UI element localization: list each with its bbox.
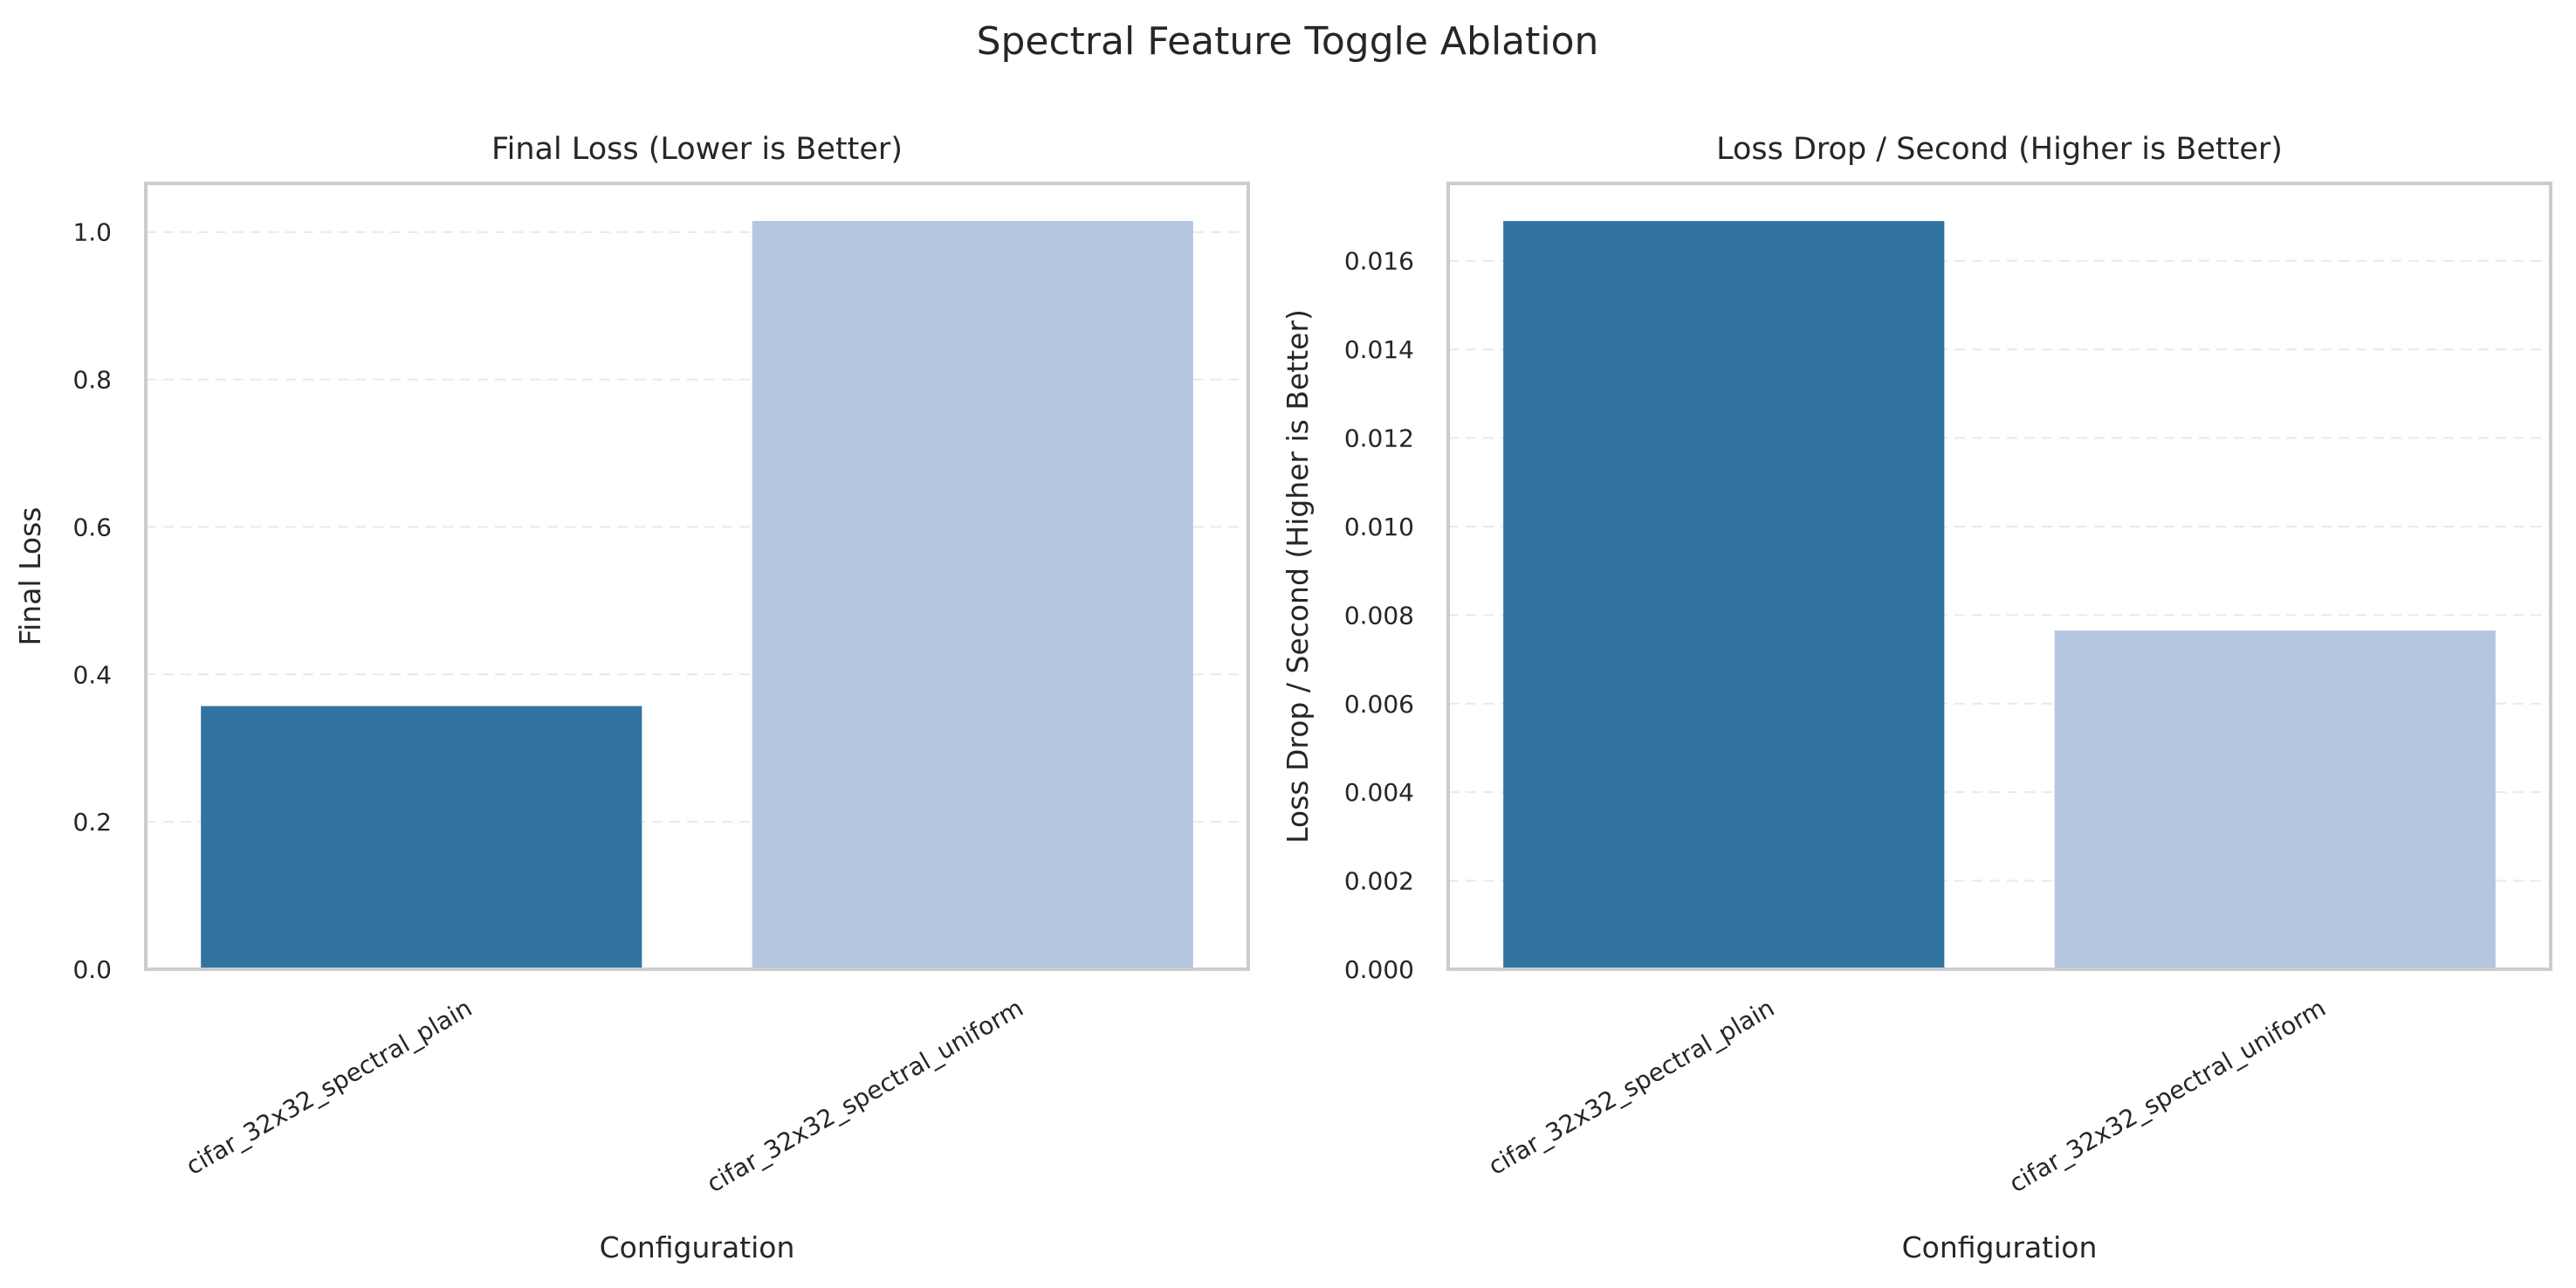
x-tick-label: cifar_32x32_spectral_uniform	[702, 993, 1028, 1198]
y-tick-label: 0.014	[1344, 335, 1414, 364]
bar-cifar_32x32_spectral_uniform	[752, 221, 1193, 969]
x-axis-label: Configuration	[600, 1230, 795, 1264]
y-tick-label: 0.008	[1344, 601, 1414, 630]
figure-suptitle: Spectral Feature Toggle Ablation	[977, 19, 1599, 64]
x-tick-label: cifar_32x32_spectral_plain	[181, 993, 477, 1181]
y-tick-label: 0.012	[1344, 424, 1414, 453]
y-tick-label: 0.000	[1344, 955, 1414, 984]
y-tick-label: 1.0	[72, 218, 112, 247]
y-tick-label: 0.4	[72, 660, 112, 689]
y-tick-label: 0.8	[72, 366, 112, 395]
y-tick-label: 0.006	[1344, 690, 1414, 719]
panel-title: Loss Drop / Second (Higher is Better)	[1716, 132, 2283, 167]
y-tick-label: 0.6	[72, 513, 112, 541]
y-tick-label: 0.0	[72, 955, 112, 984]
y-tick-label: 0.002	[1344, 867, 1414, 896]
plot-frame	[1446, 182, 2552, 971]
y-axis-label: Loss Drop / Second (Higher is Better)	[1281, 309, 1315, 844]
plot-frame	[144, 182, 1250, 971]
x-axis-label: Configuration	[1902, 1230, 2098, 1264]
panel-final-loss: cifar_32x32_spectral_plain cifar_32x32_sp…	[13, 132, 1250, 1264]
bar-cifar_32x32_spectral_plain	[201, 706, 642, 969]
y-tick-label: 0.004	[1344, 778, 1414, 807]
y-tick-label: 0.016	[1344, 247, 1414, 276]
x-tick-label: cifar_32x32_spectral_uniform	[2004, 993, 2331, 1198]
bar-cifar_32x32_spectral_uniform	[2054, 630, 2496, 969]
y-tick-label: 0.2	[72, 808, 112, 837]
x-tick-label: cifar_32x32_spectral_plain	[1483, 993, 1779, 1181]
y-axis-label: Final Loss	[13, 507, 47, 646]
panel-title: Final Loss (Lower is Better)	[491, 132, 903, 167]
bar-cifar_32x32_spectral_plain	[1503, 221, 1945, 970]
y-tick-label: 0.010	[1344, 513, 1414, 541]
panel-loss-drop-per-second: cifar_32x32_spectral_plain cifar_32x32_sp…	[1281, 132, 2552, 1264]
